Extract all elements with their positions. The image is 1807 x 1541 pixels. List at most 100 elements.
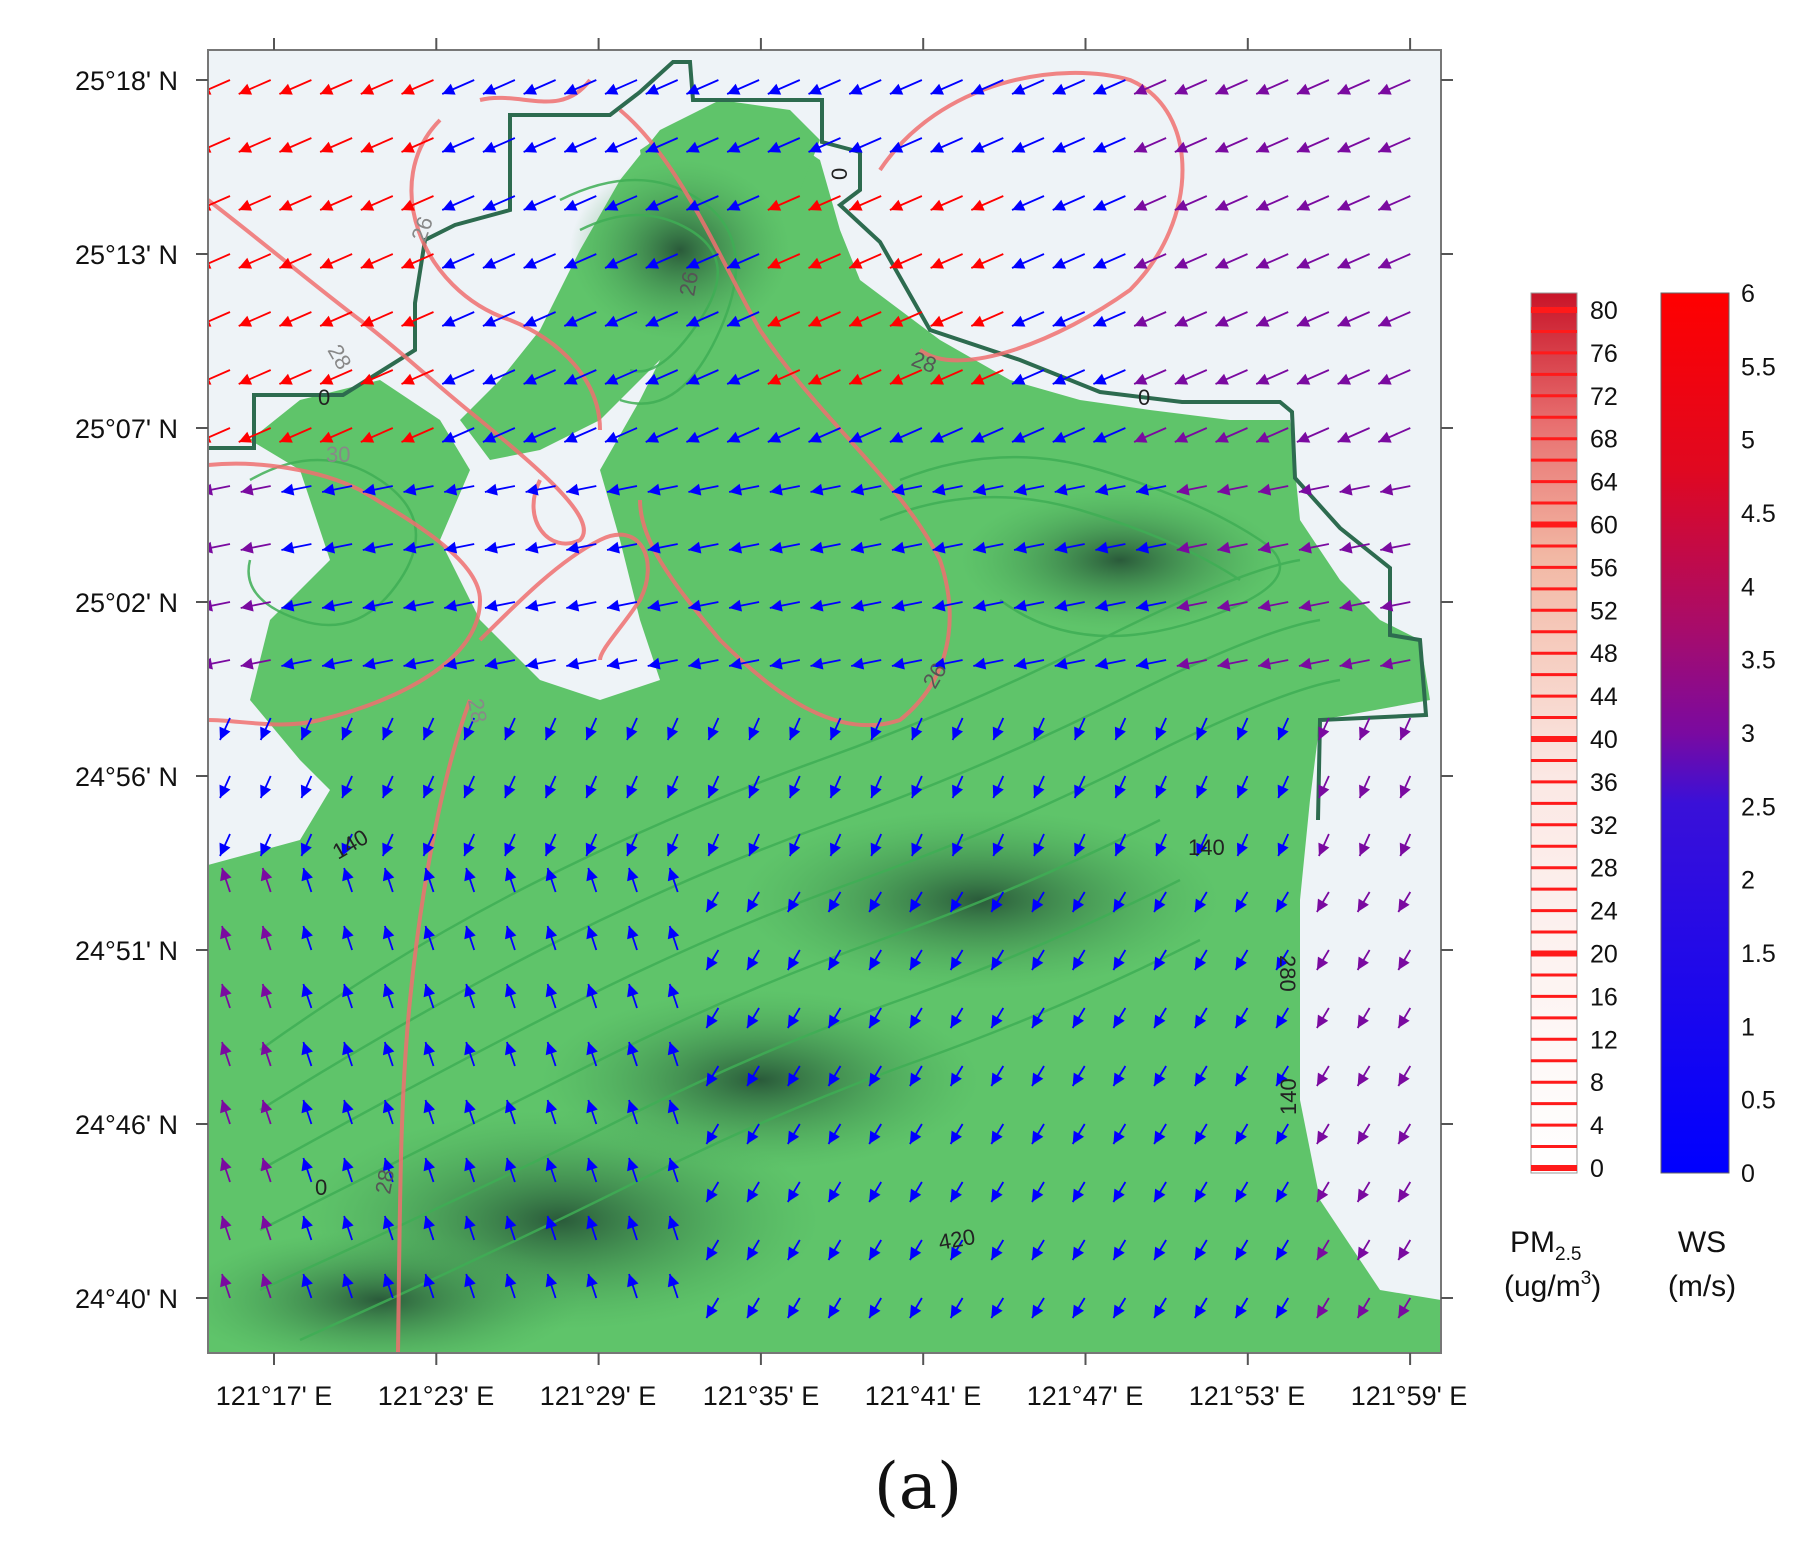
wind-arrowhead xyxy=(828,956,840,970)
wind-arrowhead xyxy=(1256,83,1270,95)
wind-arrowhead xyxy=(992,726,1004,740)
lon-tick-label: 121°17' E xyxy=(216,1381,333,1411)
wind-arrowhead xyxy=(950,1014,962,1028)
wind-arrowhead xyxy=(1399,726,1411,740)
wind-arrowhead xyxy=(1398,898,1410,912)
wind-arrowhead xyxy=(341,842,353,856)
wind-arrowhead xyxy=(1277,842,1289,856)
wind-arrowhead xyxy=(342,1158,354,1172)
wind-arrowhead xyxy=(626,842,638,856)
wind-arrowhead xyxy=(301,1274,313,1288)
wind-arrowhead xyxy=(991,956,1003,970)
wind-arrowhead xyxy=(482,141,497,153)
wind-arrowhead xyxy=(973,541,987,554)
wind-arrowhead xyxy=(442,431,456,443)
wind-arrowhead xyxy=(545,868,558,882)
wind-arrowhead xyxy=(727,257,741,269)
wind-arrowhead xyxy=(828,1246,840,1260)
wind-arrowhead xyxy=(787,1304,800,1318)
lat-tick-label: 25°02' N xyxy=(75,588,178,618)
wind-arrowhead xyxy=(1155,726,1167,740)
wind-arrowhead xyxy=(991,898,1003,912)
latitude-tick-marks xyxy=(196,79,1453,1299)
wind-arrowhead xyxy=(869,898,881,912)
wind-arrowhead xyxy=(605,315,619,327)
wind-arrowhead xyxy=(748,726,760,740)
wind-arrowhead xyxy=(645,83,660,95)
lon-tick-label: 121°47' E xyxy=(1027,1381,1144,1411)
wind-arrowhead xyxy=(1113,898,1125,912)
wind-arrowhead xyxy=(828,1014,840,1028)
wind-arrowhead xyxy=(545,1100,558,1114)
wind-arrowhead xyxy=(889,199,904,211)
wind-arrowhead xyxy=(586,1100,598,1114)
wind-arrowhead xyxy=(482,199,497,211)
wind-arrowhead xyxy=(626,784,638,798)
wind-arrowhead xyxy=(586,1216,598,1230)
wind-vector xyxy=(208,253,231,265)
wind-arrowhead xyxy=(240,483,254,496)
wind-arrowhead xyxy=(320,141,334,153)
wind-arrowhead xyxy=(932,483,946,496)
pm25-contour-label: 30 xyxy=(326,442,350,467)
wind-arrowhead xyxy=(950,1188,962,1202)
wind-arrowhead xyxy=(849,199,863,211)
wind-arrowhead xyxy=(950,956,962,970)
wind-arrowhead xyxy=(1398,1130,1410,1144)
wind-arrowhead xyxy=(238,199,253,211)
wind-arrowhead xyxy=(1277,726,1289,740)
pm25-tick-label: 4 xyxy=(1590,1112,1604,1140)
wind-arrowhead xyxy=(767,199,782,211)
wind-arrowhead xyxy=(810,599,824,612)
wind-arrowhead xyxy=(1258,483,1272,496)
wind-arrowhead xyxy=(238,141,253,153)
wind-arrowhead xyxy=(1215,199,1229,211)
wind-arrowhead xyxy=(423,1158,435,1172)
pm25-tick-label: 8 xyxy=(1590,1069,1604,1097)
wind-arrowhead xyxy=(1176,483,1190,496)
pm25-tick-label: 56 xyxy=(1590,554,1618,582)
wind-arrowhead xyxy=(564,83,578,95)
wind-arrowhead xyxy=(1359,784,1371,798)
wind-arrowhead xyxy=(342,1216,354,1230)
ws-colorbar: 6 5.5 5 4.5 4 3.5 3 2.5 2 1.5 1 0.5 0 WS (m/s) xyxy=(1660,280,1776,1303)
wind-arrowhead xyxy=(220,1158,232,1172)
wind-arrowhead xyxy=(706,1246,718,1260)
wind-arrowhead xyxy=(1072,956,1085,970)
wind-arrowhead xyxy=(482,257,497,269)
wind-arrowhead xyxy=(342,984,354,998)
wind-arrowhead xyxy=(706,956,718,970)
wind-arrowhead xyxy=(645,315,660,327)
wind-arrowhead xyxy=(1380,599,1394,612)
wind-arrowhead xyxy=(727,199,741,211)
wind-arrowhead xyxy=(1277,784,1289,798)
wind-arrowhead xyxy=(360,199,375,211)
wind-arrowhead xyxy=(1339,483,1353,496)
wind-arrowhead xyxy=(505,984,517,998)
wind-arrowhead xyxy=(830,842,841,856)
wind-arrowhead xyxy=(1217,657,1231,670)
wind-arrowhead xyxy=(849,257,863,269)
map-border xyxy=(207,49,1442,1354)
ws-tick-label: 4.5 xyxy=(1741,500,1776,528)
wind-arrowhead xyxy=(260,868,273,882)
wind-arrowhead xyxy=(523,431,537,443)
wind-arrowhead xyxy=(403,541,417,554)
wind-arrowhead xyxy=(1032,1304,1044,1318)
wind-arrowhead xyxy=(220,868,232,882)
wind-arrowhead xyxy=(1052,431,1067,443)
wind-arrowhead xyxy=(869,1130,881,1144)
wind-arrowhead xyxy=(891,599,905,612)
wind-arrowhead xyxy=(932,657,946,670)
ws-colorbar-gradient xyxy=(1660,292,1730,1174)
wind-arrowhead xyxy=(667,1274,680,1288)
wind-arrowhead xyxy=(382,926,395,940)
wind-arrowhead xyxy=(301,1042,313,1056)
wind-arrowhead xyxy=(423,1216,435,1230)
wind-arrowhead xyxy=(627,1100,639,1114)
wind-arrowhead xyxy=(667,784,679,798)
wind-arrowhead xyxy=(667,726,679,740)
wind-arrowhead xyxy=(1095,657,1109,670)
wind-arrowhead xyxy=(851,599,865,612)
wind-arrowhead xyxy=(320,199,334,211)
